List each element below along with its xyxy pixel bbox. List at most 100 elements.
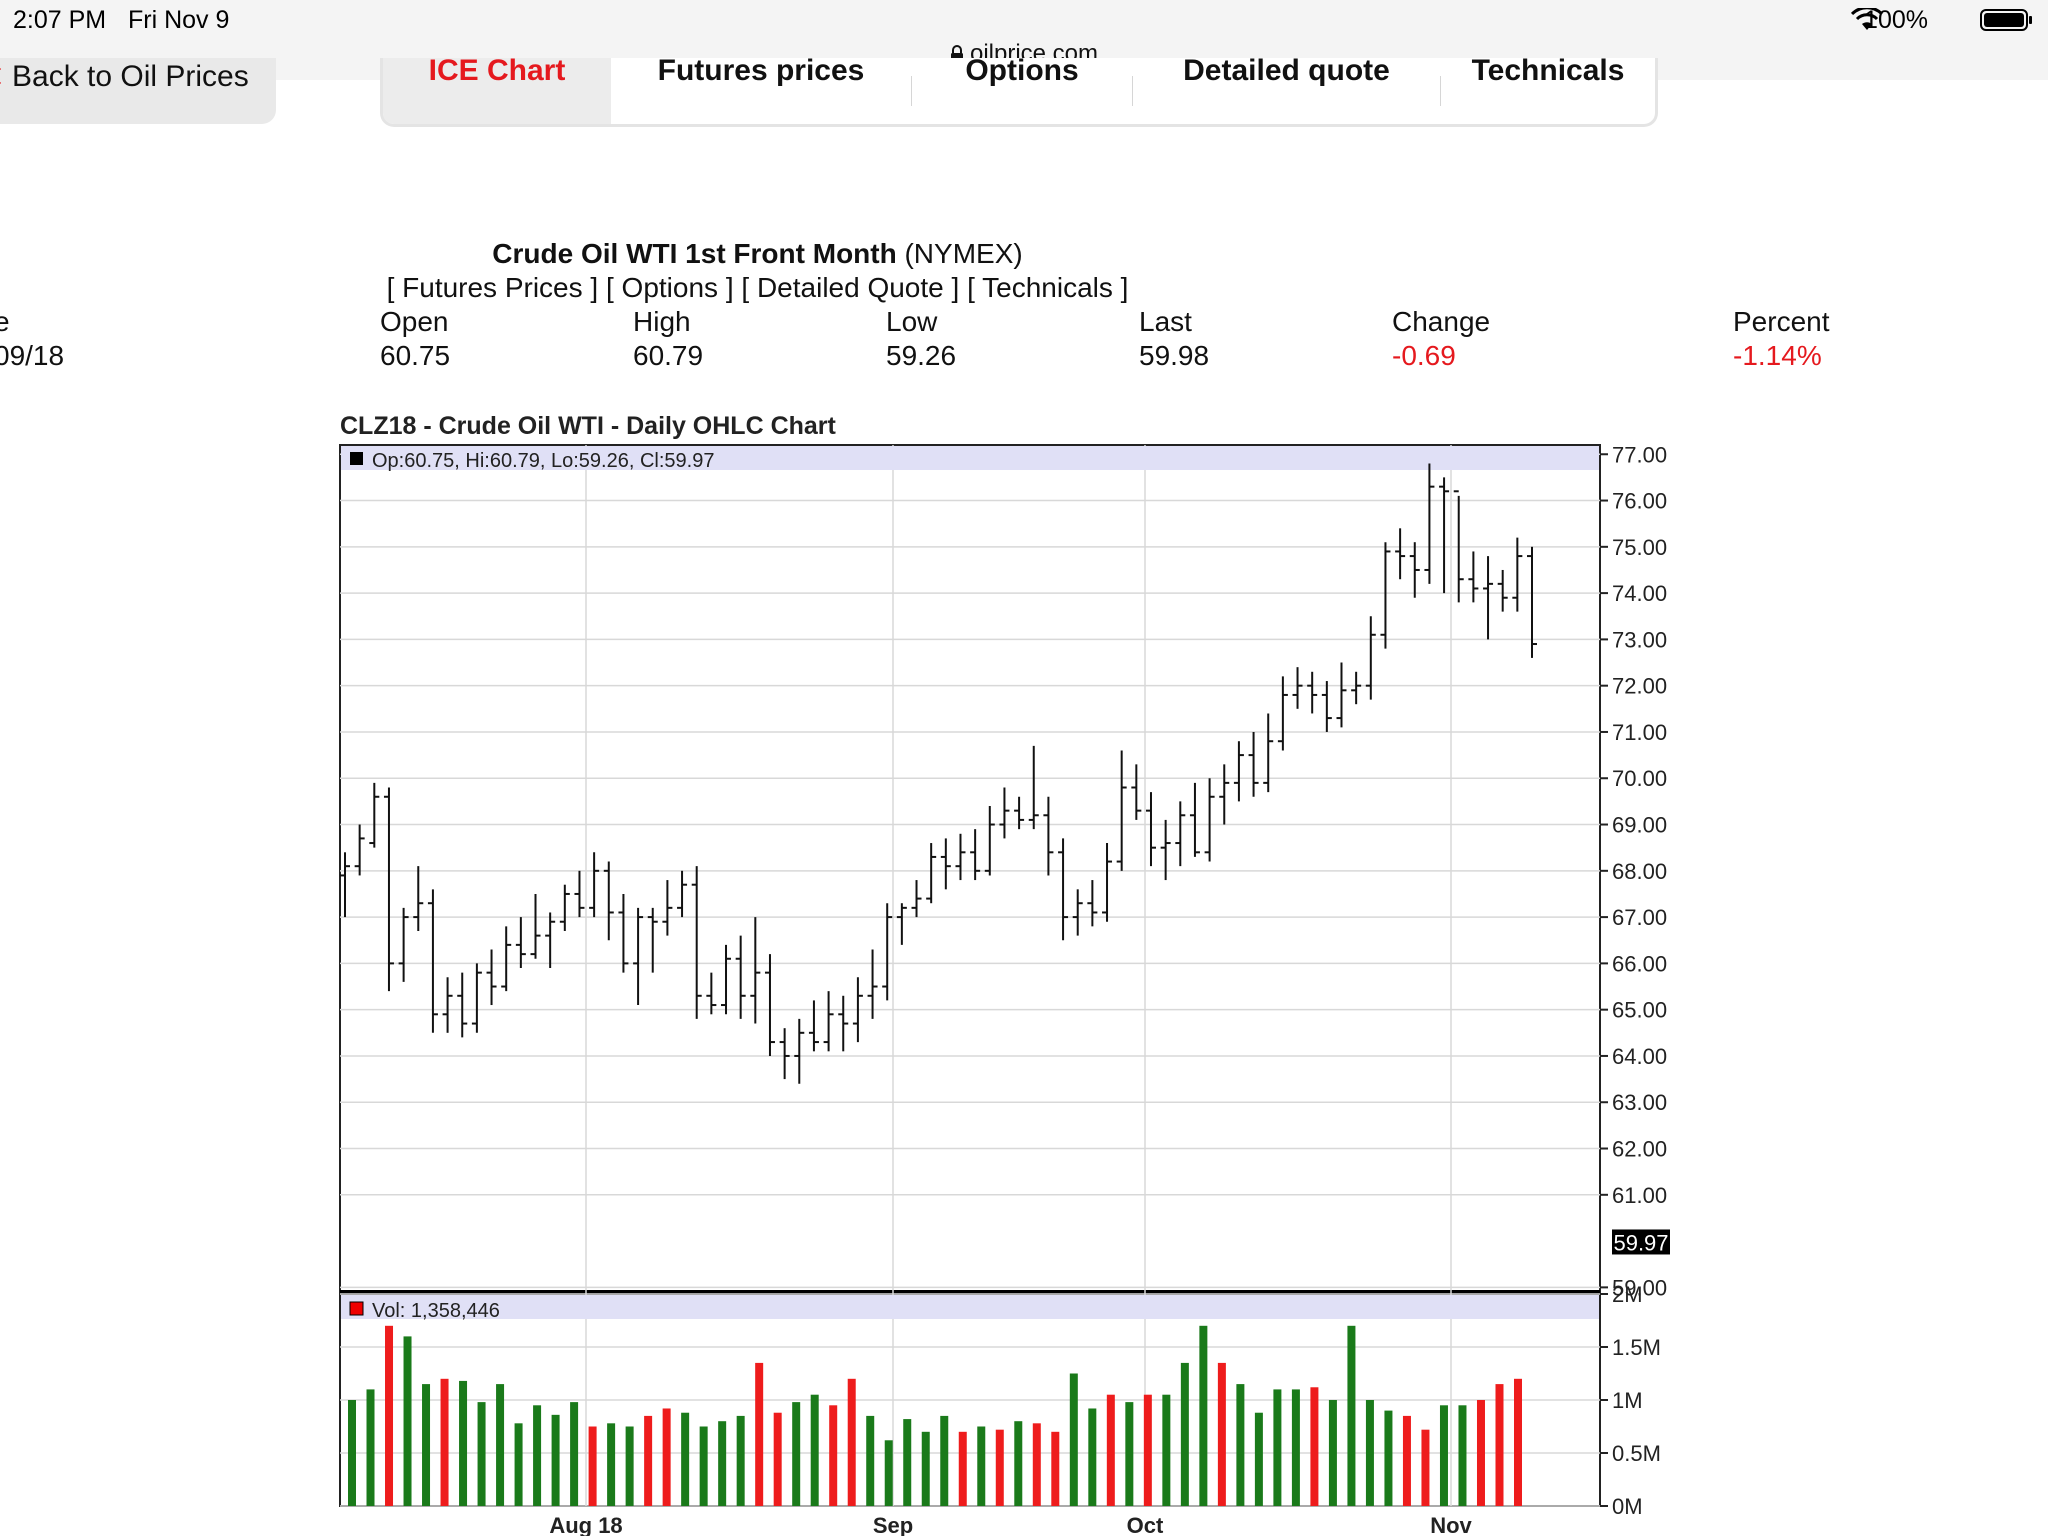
volume-bar — [1291, 1389, 1300, 1506]
ohlc-bar — [1453, 490, 1464, 603]
ohlc-bar — [1483, 556, 1494, 640]
ohlc-bar — [1072, 889, 1083, 936]
tab-label: Technicals — [1471, 58, 1625, 87]
link-technicals[interactable]: [ Technicals ] — [959, 272, 1129, 303]
wifi-icon — [1851, 8, 1883, 30]
quote-links: [ Futures Prices ] [ Options ] [ Detaile… — [0, 272, 1515, 304]
tab-options[interactable]: Options — [912, 58, 1132, 124]
ohlc-bar — [1189, 782, 1200, 857]
price-tick-label: 74.00 — [1612, 581, 1667, 606]
ohlc-bar — [1409, 542, 1420, 598]
volume-bar — [1162, 1394, 1171, 1506]
ohlc-bar — [838, 995, 849, 1052]
price-tick-label: 67.00 — [1612, 905, 1667, 930]
volume-bar — [1199, 1325, 1208, 1506]
ohlc-bar — [926, 843, 937, 904]
ohlc-bar — [794, 1018, 805, 1084]
volume-bar — [403, 1336, 412, 1506]
volume-bar — [1106, 1394, 1115, 1506]
instrument-name: Crude Oil WTI 1st Front Month — [492, 238, 897, 269]
tab-ice-chart[interactable]: ICE Chart — [383, 58, 611, 124]
volume-bar — [958, 1431, 967, 1506]
volume-legend-swatch — [349, 1301, 364, 1316]
tab-divider — [911, 76, 912, 106]
ohlc-bar — [940, 838, 951, 890]
ohlc-bar — [1351, 671, 1362, 705]
link-futures-prices[interactable]: [ Futures Prices ] — [386, 272, 599, 303]
ohlc-bar — [545, 912, 556, 969]
volume-bar — [1014, 1421, 1023, 1506]
volume-bar — [385, 1325, 394, 1506]
volume-bar — [1254, 1412, 1263, 1506]
volume-bar — [625, 1426, 634, 1506]
open-label: Open — [380, 306, 449, 337]
ohlc-bar — [1512, 537, 1523, 612]
volume-bar — [1384, 1410, 1393, 1506]
ohlc-bar — [1424, 463, 1435, 584]
volume-tick-label: 1.5M — [1612, 1335, 1661, 1360]
ohlc-bar — [1527, 546, 1537, 658]
price-panel — [339, 444, 1601, 1293]
volume-bar — [570, 1402, 579, 1506]
ohlc-bar — [398, 907, 409, 982]
ohlc-bar — [1160, 819, 1171, 881]
volume-bar — [1365, 1400, 1374, 1506]
battery-icon — [1980, 9, 2032, 31]
ohlc-bar — [735, 935, 746, 1019]
volume-bar — [699, 1426, 708, 1506]
ohlc-bar — [1131, 764, 1142, 820]
ohlc-bar — [1439, 477, 1450, 594]
volume-bar — [903, 1419, 912, 1506]
ohlc-bar — [764, 954, 775, 1056]
date-label: e — [0, 306, 10, 337]
ohlc-bar — [1248, 731, 1259, 797]
price-tick-label: 68.00 — [1612, 859, 1667, 884]
link-options[interactable]: [ Options ] — [598, 272, 734, 303]
tab-technicals[interactable]: Technicals — [1441, 58, 1655, 124]
price-legend-band — [341, 446, 1599, 470]
low-value: 59.26 — [886, 340, 957, 371]
ohlc-bar — [530, 893, 541, 959]
volume-bar — [422, 1384, 431, 1506]
tab-futures-prices[interactable]: Futures prices — [611, 58, 911, 124]
price-legend-text: Op:60.75, Hi:60.79, Lo:59.26, Cl:59.97 — [372, 450, 714, 472]
ohlc-bar — [1233, 741, 1244, 802]
volume-bar — [662, 1408, 671, 1506]
back-to-oil-prices-button[interactable]: Back to Oil Prices — [0, 58, 276, 124]
price-tick-label: 77.00 — [1612, 442, 1667, 467]
ohlc-bar — [413, 866, 424, 931]
percent-label: Percent — [1733, 306, 1830, 337]
ohlc-bar — [1292, 667, 1303, 709]
x-tick-label: Nov — [1430, 1513, 1472, 1536]
ohlc-bar — [501, 926, 512, 992]
change-label: Change — [1392, 306, 1491, 337]
ohlc-bar — [457, 972, 468, 1038]
x-tick-label: Aug 18 — [549, 1513, 622, 1536]
ohlc-bar — [1263, 713, 1274, 793]
open-value: 60.75 — [380, 340, 451, 371]
price-tick-label: 65.00 — [1612, 998, 1667, 1023]
high-value: 60.79 — [633, 340, 704, 371]
tab-detailed-quote[interactable]: Detailed quote — [1133, 58, 1440, 124]
volume-bar — [995, 1429, 1004, 1506]
link-detailed-quote[interactable]: [ Detailed Quote ] — [733, 272, 960, 303]
ohlc-bar — [1380, 542, 1391, 649]
ohlc-bar — [1116, 750, 1127, 871]
ohlc-bar — [1321, 681, 1332, 732]
volume-tick-label: 0.5M — [1612, 1441, 1661, 1466]
last-price-label: 59.97 — [1613, 1230, 1668, 1255]
volume-bar — [773, 1412, 782, 1506]
ohlc-bar — [1175, 801, 1186, 867]
volume-bar — [940, 1415, 949, 1506]
volume-bar — [755, 1362, 764, 1506]
volume-bar — [736, 1415, 745, 1506]
volume-bar — [533, 1405, 542, 1506]
volume-bar — [847, 1378, 856, 1506]
volume-bar — [1236, 1384, 1245, 1506]
volume-bar — [1180, 1362, 1189, 1506]
ohlc-bar — [1307, 671, 1318, 714]
volume-bar — [1310, 1387, 1319, 1506]
volume-bar — [1347, 1325, 1356, 1506]
ohlc-bar — [515, 917, 526, 969]
